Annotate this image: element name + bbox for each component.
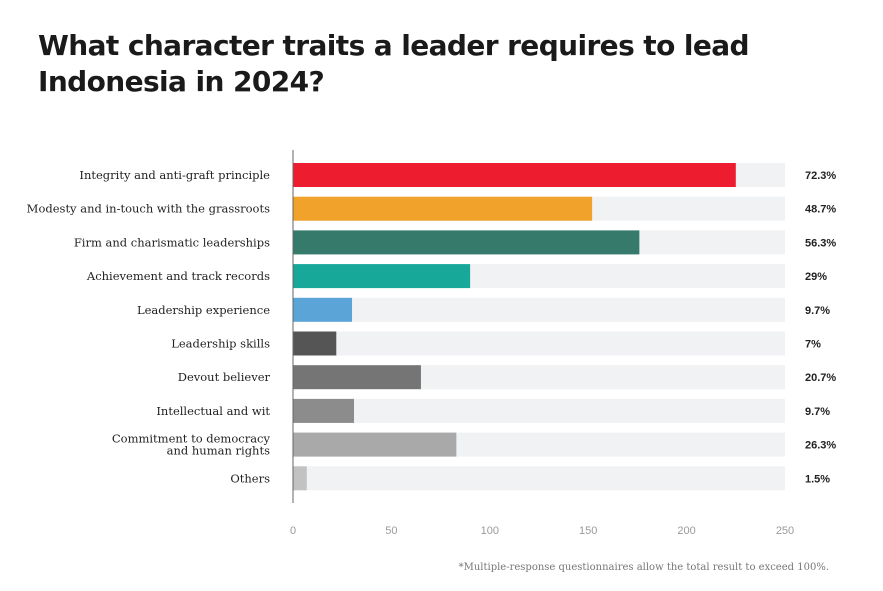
bars: [293, 163, 736, 491]
bar: [293, 196, 593, 221]
category-label: Leadership skills: [171, 337, 270, 351]
category-label: Modesty and in-touch with the grassroots: [27, 202, 270, 216]
value-label: 7%: [805, 339, 821, 351]
bar: [293, 230, 640, 255]
x-tick-label: 200: [677, 525, 695, 537]
footnote: *Multiple-response questionnaires allow …: [458, 562, 829, 573]
bar-track: [293, 331, 785, 356]
category-label: Firm and charismatic leaderships: [74, 235, 270, 249]
bar: [293, 264, 471, 289]
x-tick-labels: 0 50 100 150 200 250: [290, 525, 794, 537]
category-label: Commitment to democracy and human rights: [112, 432, 271, 458]
category-label: Intellectual and wit: [156, 404, 270, 418]
bar: [293, 398, 355, 423]
value-label: 29%: [805, 271, 827, 283]
x-tick-label: 250: [776, 525, 794, 537]
value-label: 26.3%: [805, 440, 836, 452]
x-tick-label: 0: [290, 525, 296, 537]
category-label: Leadership experience: [137, 303, 270, 317]
value-label: 9.7%: [805, 406, 830, 418]
bar-track: [293, 297, 785, 322]
bar: [293, 331, 337, 356]
bar: [293, 297, 353, 322]
value-label: 1.5%: [805, 473, 830, 485]
category-label: Achievement and track records: [86, 269, 270, 283]
value-label: 9.7%: [805, 305, 830, 317]
bar-track: [293, 466, 785, 491]
value-label: 72.3%: [805, 170, 836, 182]
value-label: 48.7%: [805, 204, 836, 216]
chart-title: What character traits a leader requires …: [38, 29, 750, 98]
x-tick-label: 50: [385, 525, 397, 537]
category-labels: Integrity and anti-graft principle Modest…: [27, 168, 271, 485]
value-labels: 72.3% 48.7% 56.3% 29% 9.7% 7% 20.7% 9.7% 26.3% 1.…: [805, 170, 836, 485]
category-label: Others: [230, 471, 270, 485]
bar-track: [293, 398, 785, 423]
value-label: 56.3%: [805, 237, 836, 249]
bar: [293, 365, 421, 390]
category-label: Devout believer: [178, 370, 271, 384]
category-label: Integrity and anti-graft principle: [79, 168, 270, 182]
bar: [293, 432, 457, 457]
bar: [293, 163, 736, 187]
bar: [293, 466, 307, 491]
value-label: 20.7%: [805, 372, 836, 384]
x-tick-label: 150: [579, 525, 597, 537]
x-tick-label: 100: [481, 525, 499, 537]
